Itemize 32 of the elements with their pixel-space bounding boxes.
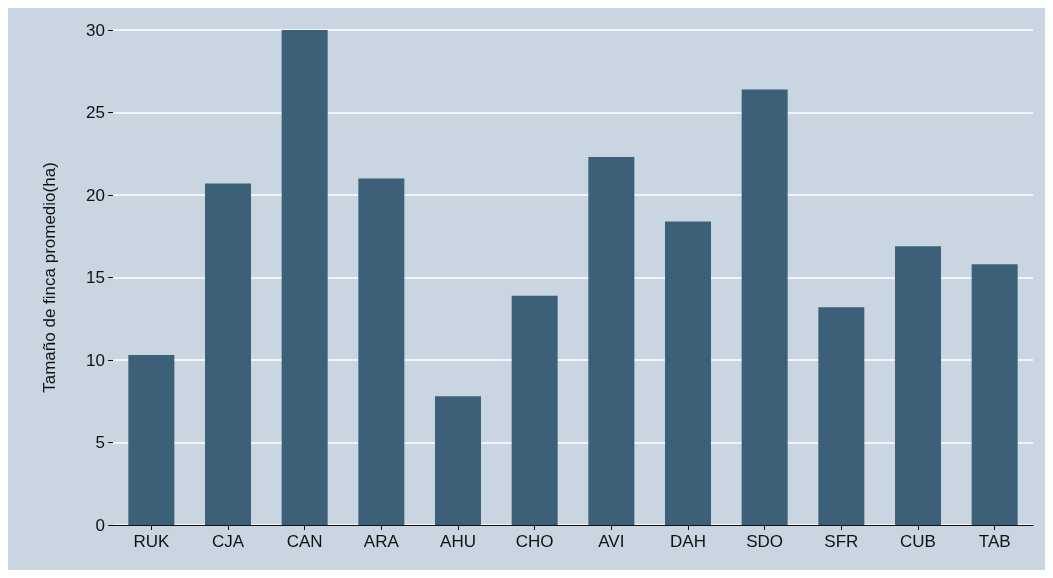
y-tick-label: 10 [86, 350, 105, 370]
x-tick-label: CUB [900, 532, 936, 551]
y-axis-title: Tamaño de finca promedio(ha) [40, 162, 59, 393]
x-tick-label: AVI [598, 532, 625, 551]
bar [818, 307, 865, 525]
bar [895, 246, 941, 525]
x-tick-label: CHO [515, 532, 554, 551]
y-tick-label: 20 [86, 185, 105, 205]
y-tick-label: 15 [86, 268, 105, 287]
bar [588, 157, 635, 525]
x-tick-label: TAB [978, 532, 1011, 551]
x-tick-label: AHU [440, 532, 476, 551]
x-tick-label: CJA [211, 532, 245, 551]
y-tick-label: 25 [86, 103, 105, 122]
x-tick-label: ARA [363, 532, 400, 551]
bar [281, 30, 328, 525]
bar [205, 183, 251, 525]
y-tick-label: 30 [86, 20, 105, 40]
bar [971, 264, 1018, 525]
x-tick-label: SDO [746, 532, 784, 551]
x-tick-label: CAN [286, 532, 323, 551]
x-tick-label: DAH [670, 532, 706, 551]
bar [128, 355, 175, 525]
y-tick-label: 5 [95, 433, 105, 452]
bar [741, 89, 788, 525]
x-tick-label: RUK [133, 532, 170, 551]
y-tick-label: 0 [95, 515, 105, 535]
bar [511, 295, 558, 525]
bar [358, 178, 405, 525]
x-tick-label: SFR [824, 532, 859, 551]
bar [435, 396, 481, 525]
bar [665, 221, 711, 525]
